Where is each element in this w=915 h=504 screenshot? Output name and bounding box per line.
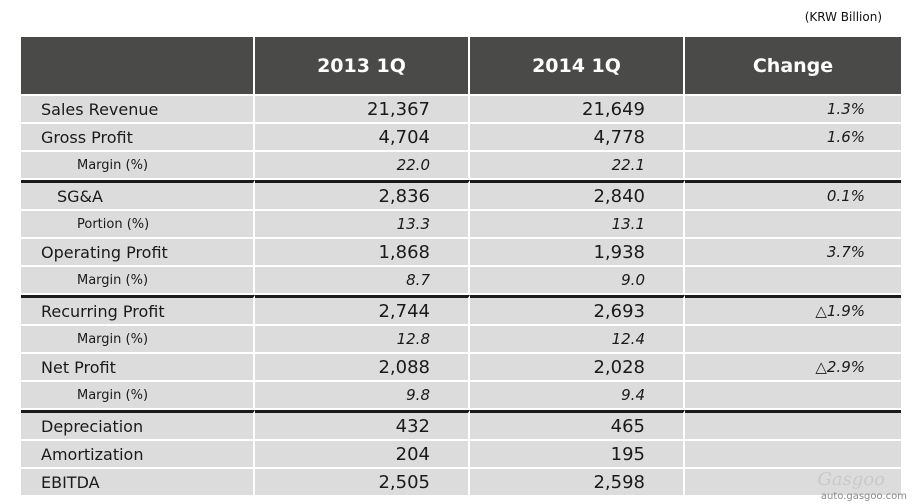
row-label: Operating Profit — [21, 239, 255, 267]
value-2013: 21,367 — [255, 94, 470, 124]
value-2013: 2,836 — [255, 180, 470, 211]
row-label: Margin (%) — [21, 326, 255, 354]
value-2014: 195 — [470, 441, 685, 469]
row-label: Amortization — [21, 441, 255, 469]
value-change: 3.7% — [685, 239, 901, 267]
table-row: Margin (%) 9.8 9.4 — [21, 382, 901, 410]
table-row: Recurring Profit 2,744 2,693 △1.9% — [21, 295, 901, 326]
table-row: Operating Profit 1,868 1,938 3.7% — [21, 239, 901, 267]
value-2013: 9.8 — [255, 382, 470, 410]
value-change — [685, 152, 901, 180]
watermark-url: auto.gasgoo.com — [820, 491, 907, 502]
value-2013: 12.8 — [255, 326, 470, 354]
header-blank — [21, 37, 255, 94]
value-2014: 2,028 — [470, 354, 685, 382]
table-row: Amortization 204 195 — [21, 441, 901, 469]
value-2013: 4,704 — [255, 124, 470, 152]
value-2013: 2,505 — [255, 469, 470, 497]
value-2014: 4,778 — [470, 124, 685, 152]
value-change — [685, 267, 901, 295]
table-row: Margin (%) 8.7 9.0 — [21, 267, 901, 295]
row-label: Recurring Profit — [21, 295, 255, 326]
table-row: SG&A 2,836 2,840 0.1% — [21, 180, 901, 211]
row-label: Depreciation — [21, 410, 255, 441]
value-2013: 2,744 — [255, 295, 470, 326]
row-label: Net Profit — [21, 354, 255, 382]
value-change: 1.6% — [685, 124, 901, 152]
value-2013: 8.7 — [255, 267, 470, 295]
value-change — [685, 410, 901, 441]
row-label: SG&A — [21, 180, 255, 211]
value-2013: 432 — [255, 410, 470, 441]
row-label: Margin (%) — [21, 267, 255, 295]
value-change — [685, 469, 901, 497]
header-row: 2013 1Q 2014 1Q Change — [21, 37, 901, 94]
value-2014: 9.4 — [470, 382, 685, 410]
value-2014: 21,649 — [470, 94, 685, 124]
value-2013: 204 — [255, 441, 470, 469]
header-2013: 2013 1Q — [255, 37, 470, 94]
row-label: Portion (%) — [21, 211, 255, 239]
table-row: Portion (%) 13.3 13.1 — [21, 211, 901, 239]
value-2014: 2,598 — [470, 469, 685, 497]
value-2014: 465 — [470, 410, 685, 441]
value-2014: 9.0 — [470, 267, 685, 295]
header-change: Change — [685, 37, 901, 94]
value-2013: 1,868 — [255, 239, 470, 267]
header-2014: 2014 1Q — [470, 37, 685, 94]
value-2013: 2,088 — [255, 354, 470, 382]
value-2014: 13.1 — [470, 211, 685, 239]
value-change: △1.9% — [685, 295, 901, 326]
financial-table: 2013 1Q 2014 1Q Change Sales Revenue 21,… — [21, 37, 901, 497]
table-row: EBITDA 2,505 2,598 — [21, 469, 901, 497]
row-label: Margin (%) — [21, 382, 255, 410]
table-row: Net Profit 2,088 2,028 △2.9% — [21, 354, 901, 382]
table-row: Margin (%) 22.0 22.1 — [21, 152, 901, 180]
value-change — [685, 326, 901, 354]
row-label: EBITDA — [21, 469, 255, 497]
table-row: Depreciation 432 465 — [21, 410, 901, 441]
value-2013: 13.3 — [255, 211, 470, 239]
value-2014: 2,840 — [470, 180, 685, 211]
value-change: 1.3% — [685, 94, 901, 124]
value-change: △2.9% — [685, 354, 901, 382]
value-2013: 22.0 — [255, 152, 470, 180]
value-2014: 22.1 — [470, 152, 685, 180]
value-change — [685, 441, 901, 469]
table-row: Margin (%) 12.8 12.4 — [21, 326, 901, 354]
watermark-logo: Gasgoo — [817, 469, 885, 490]
value-change — [685, 382, 901, 410]
value-2014: 2,693 — [470, 295, 685, 326]
unit-note: (KRW Billion) — [804, 10, 882, 24]
row-label: Gross Profit — [21, 124, 255, 152]
row-label: Margin (%) — [21, 152, 255, 180]
value-2014: 12.4 — [470, 326, 685, 354]
value-change — [685, 211, 901, 239]
value-2014: 1,938 — [470, 239, 685, 267]
table-row: Sales Revenue 21,367 21,649 1.3% — [21, 94, 901, 124]
table-row: Gross Profit 4,704 4,778 1.6% — [21, 124, 901, 152]
value-change: 0.1% — [685, 180, 901, 211]
row-label: Sales Revenue — [21, 94, 255, 124]
